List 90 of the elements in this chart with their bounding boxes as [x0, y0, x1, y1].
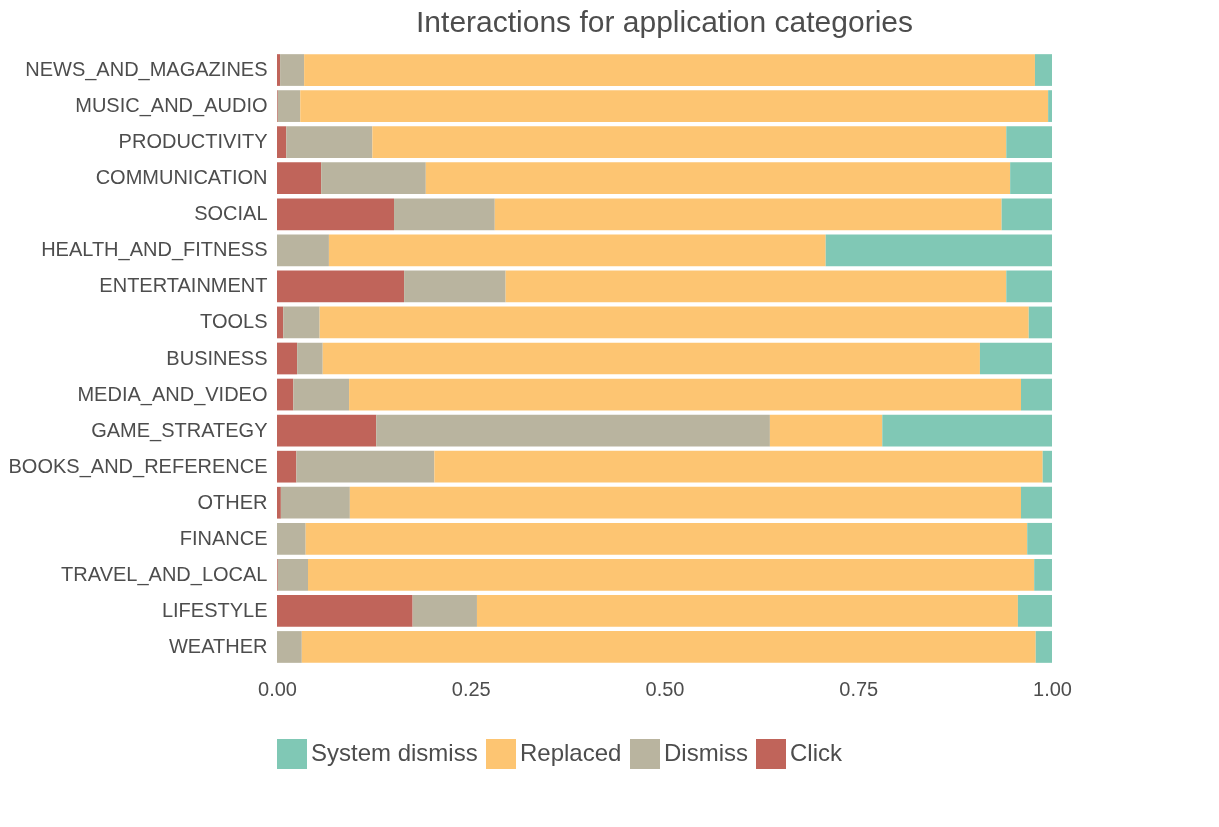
- bar: [394, 198, 495, 231]
- legend-label: System dismiss: [311, 739, 478, 766]
- bar: [283, 306, 320, 339]
- bar: [319, 306, 1029, 339]
- bar: [277, 54, 281, 86]
- y-tick-label: FINANCE: [179, 526, 268, 549]
- bar: [349, 486, 1021, 519]
- bar: [1034, 558, 1052, 591]
- y-tick-label: OTHER: [197, 490, 268, 513]
- bar: [277, 486, 281, 519]
- bar: [425, 162, 1011, 195]
- bar: [1035, 631, 1052, 663]
- bar: [301, 631, 1036, 663]
- bar: [979, 342, 1052, 375]
- bar: [308, 558, 1035, 591]
- bar: [277, 126, 287, 159]
- legend-label: Click: [790, 739, 843, 766]
- bar: [825, 234, 1052, 267]
- bar: [505, 270, 1007, 303]
- y-tick-label: TOOLS: [200, 310, 268, 333]
- bar: [277, 450, 297, 483]
- y-tick-label: PRODUCTIVITY: [118, 130, 268, 153]
- bar: [1017, 595, 1052, 627]
- bar: [277, 558, 308, 591]
- bar: [412, 595, 477, 627]
- bar: [404, 270, 506, 303]
- bar: [1021, 378, 1052, 411]
- y-tick-label: SOCIAL: [194, 202, 268, 225]
- bar: [328, 234, 826, 267]
- bar: [300, 90, 1049, 122]
- bar: [296, 450, 435, 483]
- bar: [277, 162, 322, 195]
- bar: [277, 198, 395, 231]
- bar: [476, 595, 1018, 627]
- y-tick-label: ENTERTAINMENT: [99, 274, 268, 297]
- bar: [277, 90, 301, 122]
- y-tick-label: NEWS_AND_MAGAZINES: [25, 58, 268, 82]
- bar: [376, 414, 770, 447]
- bar: [434, 450, 1043, 483]
- bar: [277, 342, 298, 375]
- y-tick-label: BUSINESS: [166, 346, 268, 369]
- bar: [297, 342, 323, 375]
- bar: [277, 378, 294, 411]
- bar: [322, 342, 980, 375]
- bar: [769, 414, 883, 447]
- y-tick-label: COMMUNICATION: [95, 166, 268, 189]
- bar: [494, 198, 1002, 231]
- y-tick-label: BOOKS_AND_REFERENCE: [8, 454, 268, 478]
- y-tick-label: TRAVEL_AND_LOCAL: [61, 562, 268, 586]
- x-tick-label: 0.25: [451, 677, 491, 700]
- bar: [305, 522, 1028, 555]
- bar: [277, 306, 284, 339]
- y-tick-label: HEALTH_AND_FITNESS: [41, 238, 268, 262]
- legend-label: Dismiss: [664, 739, 748, 766]
- bar: [1006, 126, 1052, 159]
- bar: [277, 631, 302, 663]
- bar: [280, 486, 350, 519]
- y-tick-label: LIFESTYLE: [161, 598, 268, 621]
- bar: [277, 270, 405, 303]
- y-tick-label: MUSIC_AND_AUDIO: [75, 94, 268, 118]
- legend-label: Replaced: [520, 739, 622, 766]
- bar: [1027, 522, 1052, 555]
- x-tick-label: 1.00: [1033, 677, 1072, 700]
- y-tick-label: GAME_STRATEGY: [91, 418, 268, 442]
- bar: [1010, 162, 1052, 195]
- bar: [277, 595, 413, 627]
- bar: [372, 126, 1007, 159]
- bar: [1006, 270, 1052, 303]
- y-tick-label: MEDIA_AND_VIDEO: [77, 382, 268, 406]
- chart-title: Interactions for application categories: [416, 5, 913, 38]
- bar: [1001, 198, 1052, 231]
- bar: [286, 126, 373, 159]
- bar: [280, 54, 305, 86]
- bar: [1042, 450, 1052, 483]
- bar: [1034, 54, 1052, 86]
- bar: [277, 234, 329, 267]
- x-tick-label: 0.50: [645, 677, 685, 700]
- bar: [321, 162, 426, 195]
- bar: [882, 414, 1052, 447]
- bar: [304, 54, 1035, 86]
- bar: [1028, 306, 1052, 339]
- bar: [277, 414, 377, 447]
- bar: [293, 378, 350, 411]
- y-tick-label: WEATHER: [168, 634, 268, 657]
- bar: [1021, 486, 1052, 519]
- bar: [277, 522, 306, 555]
- x-tick-label: 0.75: [839, 677, 879, 700]
- x-tick-label: 0.00: [258, 677, 297, 700]
- bar: [1048, 90, 1052, 122]
- bar: [349, 378, 1021, 411]
